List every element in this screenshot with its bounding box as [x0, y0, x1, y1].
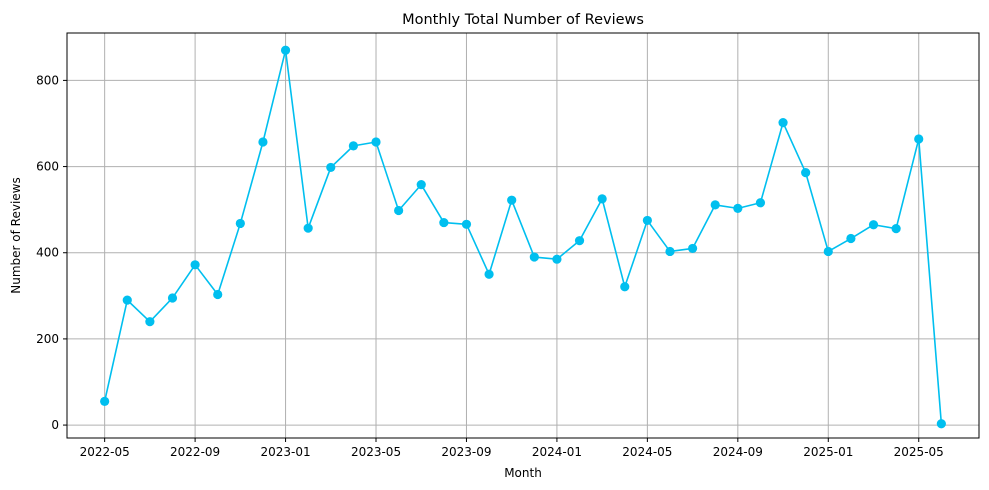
data-point [597, 194, 607, 204]
data-point [914, 134, 924, 144]
x-tick-label: 2023-05 [351, 445, 401, 459]
y-tick-label: 800 [36, 73, 59, 87]
data-point [529, 252, 539, 262]
data-point [823, 246, 833, 257]
data-point [755, 198, 766, 208]
data-point [371, 137, 381, 147]
x-tick-label: 2024-09 [713, 445, 763, 459]
data-point [733, 203, 743, 213]
x-tick-label: 2025-05 [894, 445, 944, 459]
y-axis-ticks: 0 200 400 600 800 [36, 73, 67, 432]
data-point [258, 137, 268, 147]
x-tick-label: 2024-05 [622, 445, 672, 459]
data-point [394, 205, 404, 216]
data-point [868, 220, 879, 230]
y-axis-label: Number of Reviews [9, 177, 23, 293]
data-point [688, 243, 698, 254]
grid-lines [67, 33, 979, 438]
data-point [213, 289, 223, 300]
y-tick-label: 0 [51, 418, 59, 432]
data-point [416, 180, 426, 190]
x-tick-label: 2024-01 [532, 445, 582, 459]
data-point [778, 118, 788, 128]
data-point [846, 233, 856, 244]
data-point [326, 162, 336, 173]
data-point [348, 141, 358, 151]
series-line-layer [103, 49, 943, 424]
data-point [484, 269, 494, 279]
data-point [439, 217, 449, 228]
series-line [103, 49, 943, 424]
data-point [167, 293, 178, 303]
data-point [122, 295, 132, 305]
data-point [620, 282, 630, 292]
data-point [145, 317, 155, 327]
data-point [710, 200, 720, 210]
data-point [552, 254, 562, 264]
x-axis-label: Month [504, 466, 542, 480]
y-tick-label: 400 [36, 246, 59, 260]
plot-frame [66, 32, 980, 439]
y-tick-label: 600 [36, 160, 59, 174]
x-tick-label: 2023-09 [441, 445, 491, 459]
data-point [642, 215, 652, 226]
data-point [891, 224, 901, 234]
data-point [280, 45, 291, 55]
x-tick-label: 2022-09 [170, 445, 220, 459]
x-tick-label: 2022-05 [80, 445, 130, 459]
data-point [235, 218, 245, 229]
y-tick-label: 200 [36, 332, 59, 346]
data-point [574, 236, 585, 246]
x-axis-ticks: 2022-05 2022-09 2023-01 2023-05 2023-09 2024-… [80, 438, 944, 459]
data-point [801, 167, 811, 178]
data-point [100, 396, 110, 406]
data-point [190, 260, 200, 270]
x-tick-label: 2023-01 [260, 445, 310, 459]
data-point [303, 223, 313, 233]
series-markers [100, 45, 946, 429]
x-tick-label: 2025-01 [803, 445, 853, 459]
data-point [461, 219, 472, 229]
data-point [936, 419, 946, 429]
chart-title: Monthly Total Number of Reviews [402, 12, 644, 28]
data-point [665, 246, 675, 257]
data-point [507, 195, 517, 205]
